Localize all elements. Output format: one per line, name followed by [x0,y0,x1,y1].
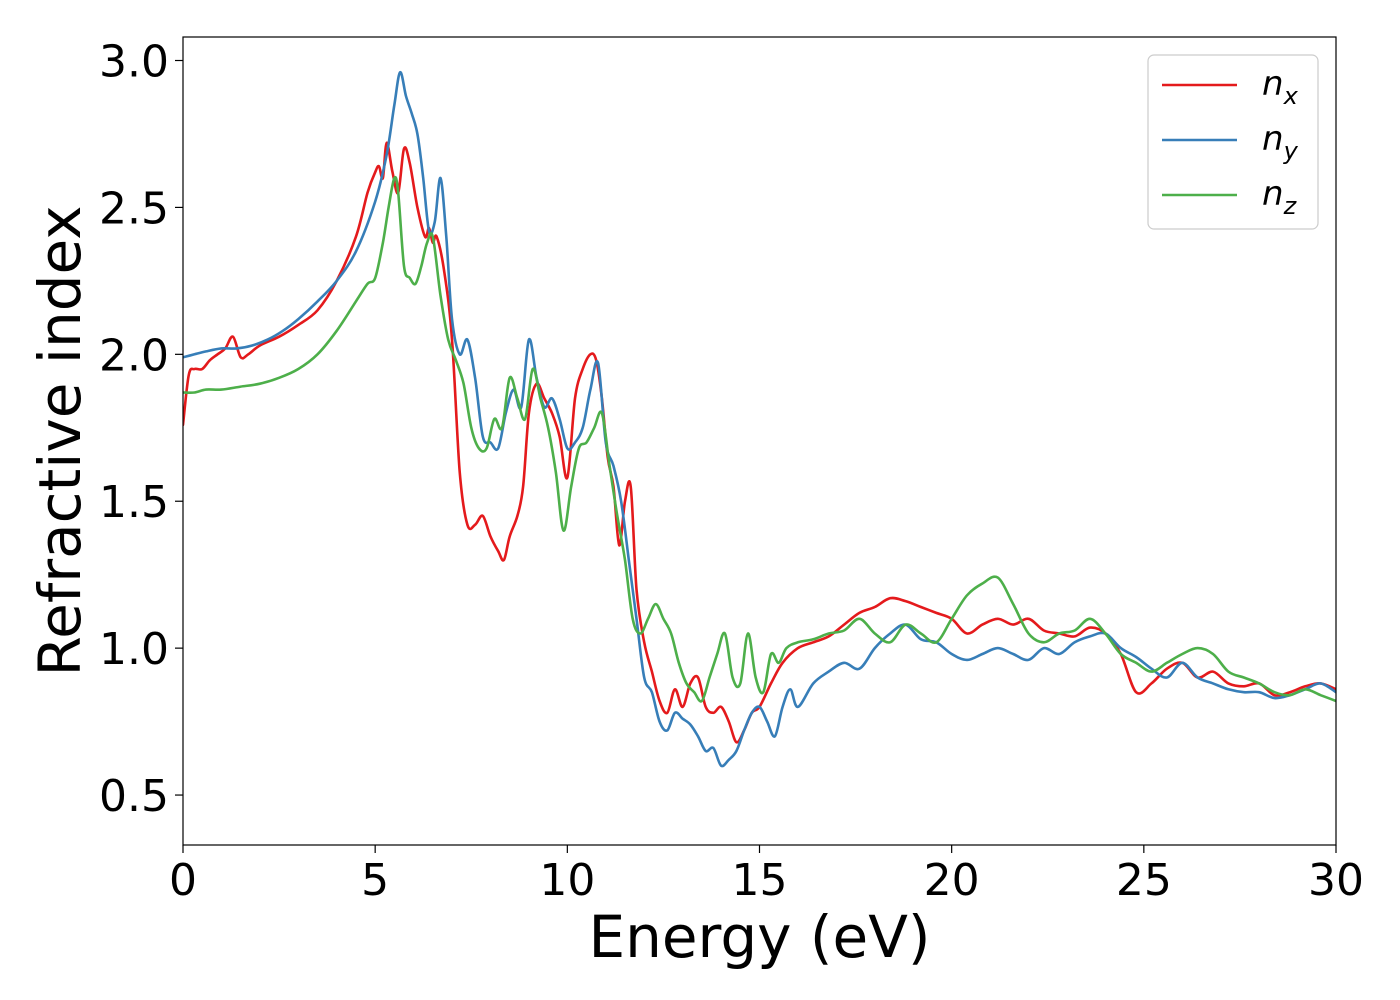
x-tick-label: 0 [169,855,197,906]
y-tick-label: 2.5 [99,183,169,234]
x-axis-ticks: 0 5 10 15 20 25 30 [169,845,1364,906]
legend-label-nx: nx [1262,64,1299,110]
x-tick-label: 15 [732,855,788,906]
legend-label-nz: nz [1262,174,1298,220]
series-layer [183,70,1336,768]
y-tick-label: 3.0 [99,37,169,88]
x-tick-label: 30 [1308,855,1364,906]
series-line-ny [183,70,1336,768]
x-tick-label: 25 [1116,855,1172,906]
y-axis-label: Refractive index [26,205,94,676]
x-tick-label: 10 [539,855,595,906]
y-axis-ticks: 0.5 1.0 1.5 2.0 2.5 3.0 [99,37,183,822]
x-tick-label: 5 [361,855,389,906]
legend-box [1147,54,1319,230]
y-tick-label: 0.5 [99,771,169,822]
y-tick-label: 1.5 [99,477,169,528]
y-tick-label: 2.0 [99,330,169,381]
series-line-nz [183,175,1336,703]
x-tick-label: 20 [924,855,980,906]
legend: nx ny nz [1147,54,1319,230]
legend-label-ny: ny [1262,119,1299,165]
x-axis-label: Energy (eV) [588,903,930,971]
y-tick-label: 1.0 [99,624,169,675]
